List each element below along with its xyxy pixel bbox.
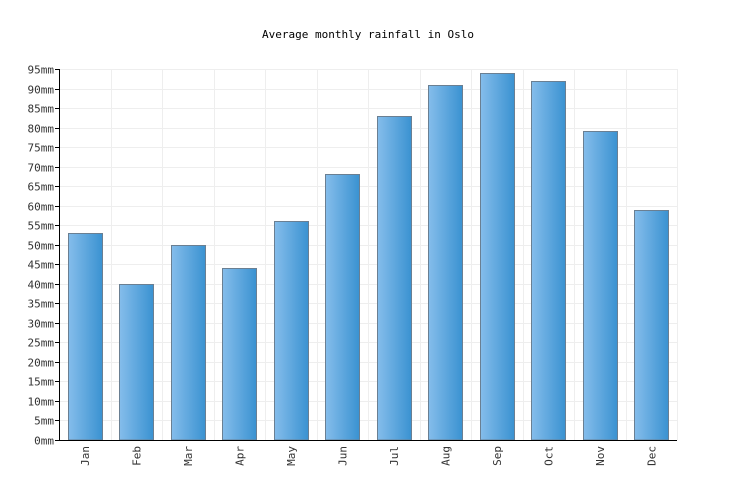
y-tick-label: 0mm bbox=[34, 435, 54, 448]
bar-mar bbox=[171, 245, 206, 441]
bar-feb bbox=[119, 284, 154, 441]
bar-jan bbox=[68, 233, 103, 441]
x-tick-label: Dec bbox=[645, 446, 658, 466]
x-tick-label: Jan bbox=[79, 446, 92, 466]
x-tick-label: Jun bbox=[336, 446, 349, 466]
y-tick-label: 95mm bbox=[28, 64, 55, 77]
y-tick-label: 5mm bbox=[34, 415, 54, 428]
x-tick-label: Jul bbox=[388, 446, 401, 466]
bar-dec bbox=[634, 210, 669, 441]
x-tick-label: Mar bbox=[182, 446, 195, 466]
x-tick-label: Aug bbox=[439, 446, 452, 466]
bar-aug bbox=[428, 85, 463, 441]
x-tick-label: Oct bbox=[542, 446, 555, 466]
grid-layer bbox=[59, 69, 678, 440]
y-tick-label: 10mm bbox=[28, 396, 55, 409]
y-tick-label: 25mm bbox=[28, 337, 55, 350]
y-tick-label: 55mm bbox=[28, 220, 55, 233]
y-tick-label: 40mm bbox=[28, 279, 55, 292]
y-tick-label: 50mm bbox=[28, 240, 55, 253]
x-tick-label: Sep bbox=[491, 446, 504, 466]
x-tick-label: May bbox=[285, 446, 298, 466]
y-tick-label: 70mm bbox=[28, 162, 55, 175]
bar-jul bbox=[377, 116, 412, 441]
bar-jun bbox=[325, 174, 360, 441]
bars-layer bbox=[68, 73, 669, 441]
y-tick-label: 85mm bbox=[28, 103, 55, 116]
y-tick-label: 35mm bbox=[28, 298, 55, 311]
y-tick-label: 80mm bbox=[28, 123, 55, 136]
axes-layer bbox=[55, 69, 677, 441]
bar-apr bbox=[222, 268, 257, 441]
y-tick-label: 15mm bbox=[28, 376, 55, 389]
y-tick-label: 45mm bbox=[28, 259, 55, 272]
y-tick-label: 75mm bbox=[28, 142, 55, 155]
y-tick-label: 20mm bbox=[28, 357, 55, 370]
y-tick-label: 60mm bbox=[28, 201, 55, 214]
bar-oct bbox=[531, 81, 566, 441]
labels-layer: 0mm 5mm 10mm 15mm 20mm 25mm 30mm 35mm 40mm 45mm 50… bbox=[28, 64, 659, 466]
x-tick-label: Nov bbox=[594, 446, 607, 466]
y-tick-label: 65mm bbox=[28, 181, 55, 194]
x-tick-label: Feb bbox=[130, 446, 143, 466]
chart-title: Average monthly rainfall in Oslo bbox=[262, 28, 474, 41]
y-tick-label: 30mm bbox=[28, 318, 55, 331]
y-tick-label: 90mm bbox=[28, 84, 55, 97]
x-tick-label: Apr bbox=[233, 446, 246, 466]
bar-nov bbox=[583, 131, 618, 441]
bar-sep bbox=[480, 73, 515, 441]
bar-may bbox=[274, 221, 309, 441]
